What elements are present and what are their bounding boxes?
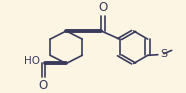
Text: S: S [161, 49, 168, 59]
Text: HO: HO [24, 56, 40, 66]
Text: O: O [98, 1, 108, 14]
Text: O: O [39, 79, 48, 92]
